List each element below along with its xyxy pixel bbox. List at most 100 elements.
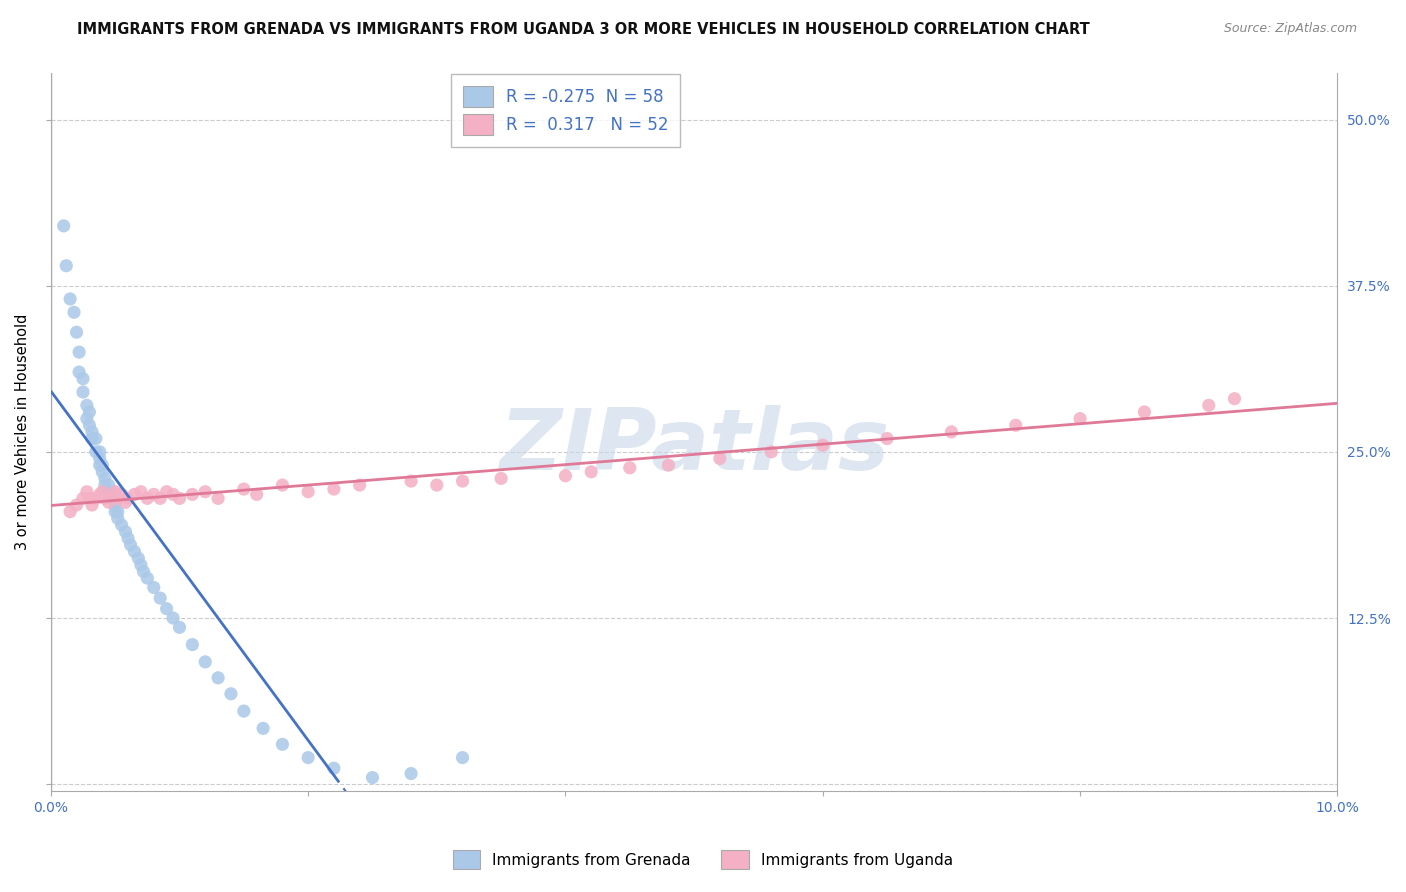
Point [194, 655, 217, 669]
Point [104, 505, 127, 519]
Point [489, 471, 512, 485]
Point [97, 478, 120, 492]
Point [207, 671, 229, 685]
Point [1004, 418, 1026, 433]
Point [876, 432, 898, 446]
Point [107, 491, 129, 506]
Point [129, 558, 152, 572]
Point [124, 544, 146, 558]
Point [79, 418, 101, 433]
Point [426, 478, 449, 492]
Point [156, 484, 179, 499]
Point [120, 538, 142, 552]
Point [76, 411, 98, 425]
Point [149, 491, 172, 506]
Point [67, 345, 90, 359]
Point [94, 478, 117, 492]
Point [162, 487, 184, 501]
Point [322, 761, 344, 775]
Point [142, 487, 165, 501]
Point [451, 474, 474, 488]
Point [79, 491, 101, 506]
Point [89, 451, 111, 466]
Point [110, 518, 132, 533]
Point [181, 638, 204, 652]
Point [124, 487, 146, 501]
Point [297, 750, 319, 764]
Point [117, 531, 139, 545]
Point [181, 487, 204, 501]
Text: Source: ZipAtlas.com: Source: ZipAtlas.com [1223, 22, 1357, 36]
Point [114, 524, 136, 539]
Point [72, 372, 94, 386]
Point [65, 325, 87, 339]
Point [89, 445, 111, 459]
Point [97, 495, 120, 509]
Point [657, 458, 679, 472]
Point [579, 465, 602, 479]
Point [619, 460, 641, 475]
Point [65, 498, 87, 512]
Point [1133, 405, 1156, 419]
Point [271, 737, 294, 751]
Point [136, 491, 159, 506]
Y-axis label: 3 or more Vehicles in Household: 3 or more Vehicles in Household [15, 314, 30, 550]
Point [79, 405, 101, 419]
Point [55, 259, 77, 273]
Point [219, 687, 242, 701]
Point [361, 771, 384, 785]
Point [94, 471, 117, 485]
Point [91, 465, 114, 479]
Point [232, 704, 254, 718]
Point [107, 505, 129, 519]
Point [76, 484, 98, 499]
Point [132, 565, 155, 579]
Point [84, 432, 107, 446]
Point [194, 484, 217, 499]
Point [84, 445, 107, 459]
Point [761, 445, 783, 459]
Point [63, 305, 86, 319]
Point [1069, 411, 1091, 425]
Point [97, 484, 120, 499]
Legend: R = -0.275  N = 58, R =  0.317   N = 52: R = -0.275 N = 58, R = 0.317 N = 52 [451, 74, 681, 147]
Point [59, 292, 82, 306]
Point [709, 451, 731, 466]
Point [297, 484, 319, 499]
Point [80, 432, 103, 446]
Point [91, 458, 114, 472]
Point [67, 365, 90, 379]
Point [246, 487, 269, 501]
Point [136, 571, 159, 585]
Point [114, 495, 136, 509]
Point [349, 478, 371, 492]
Point [91, 484, 114, 499]
Point [169, 620, 191, 634]
Point [399, 766, 422, 780]
Legend: Immigrants from Grenada, Immigrants from Uganda: Immigrants from Grenada, Immigrants from… [447, 844, 959, 875]
Point [322, 482, 344, 496]
Point [162, 611, 184, 625]
Text: ZIPatlas: ZIPatlas [499, 405, 889, 488]
Point [101, 491, 124, 506]
Point [1223, 392, 1246, 406]
Point [149, 591, 172, 605]
Point [104, 484, 127, 499]
Point [129, 484, 152, 499]
Point [271, 478, 294, 492]
Point [232, 482, 254, 496]
Point [89, 458, 111, 472]
Point [1198, 398, 1220, 412]
Point [52, 219, 75, 233]
Point [399, 474, 422, 488]
Point [941, 425, 963, 439]
Point [72, 384, 94, 399]
Point [117, 491, 139, 506]
Point [107, 511, 129, 525]
Point [252, 722, 274, 736]
Point [101, 487, 124, 501]
Point [89, 487, 111, 501]
Point [101, 484, 124, 499]
Text: IMMIGRANTS FROM GRENADA VS IMMIGRANTS FROM UGANDA 3 OR MORE VEHICLES IN HOUSEHOL: IMMIGRANTS FROM GRENADA VS IMMIGRANTS FR… [77, 22, 1090, 37]
Point [76, 398, 98, 412]
